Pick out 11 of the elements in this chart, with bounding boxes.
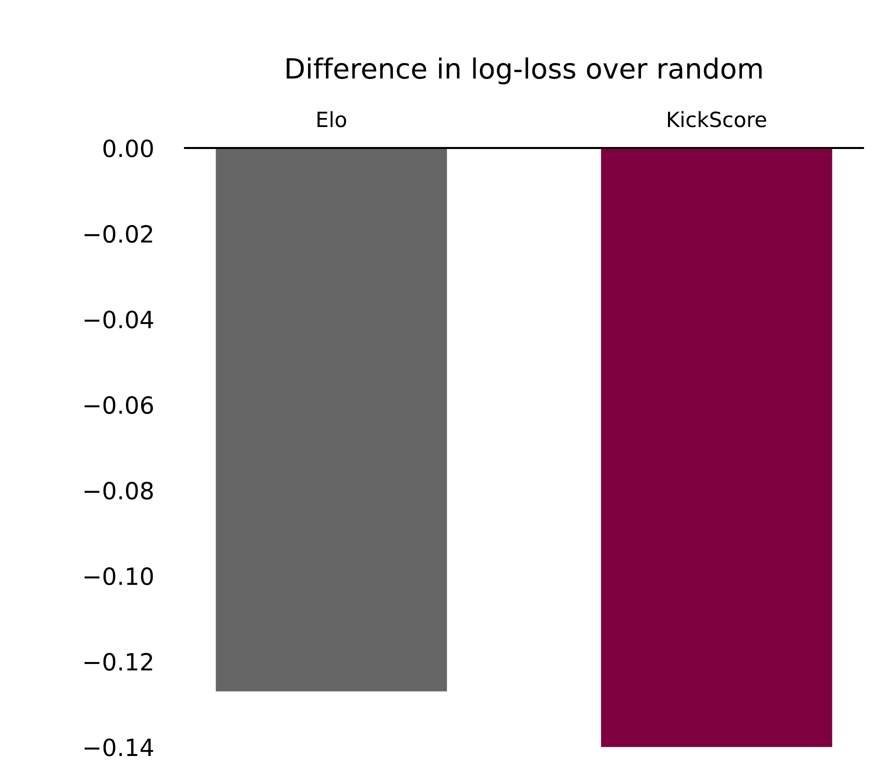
y-tick-label: −0.08 <box>84 482 153 500</box>
y-tick-label: −0.02 <box>84 225 152 243</box>
y-tick-label: −0.14 <box>84 738 154 756</box>
y-tick-label: −0.06 <box>84 396 153 414</box>
y-tick-label: −0.12 <box>84 652 152 671</box>
chart-title: Difference in log-loss over random <box>286 57 762 84</box>
y-tick-label: 0.00 <box>103 139 153 158</box>
y-tick-label: −0.10 <box>84 567 153 586</box>
y-tick-label: −0.04 <box>84 310 154 328</box>
x-tick-label: Elo <box>318 111 346 128</box>
x-tick-label: KickScore <box>668 111 766 128</box>
